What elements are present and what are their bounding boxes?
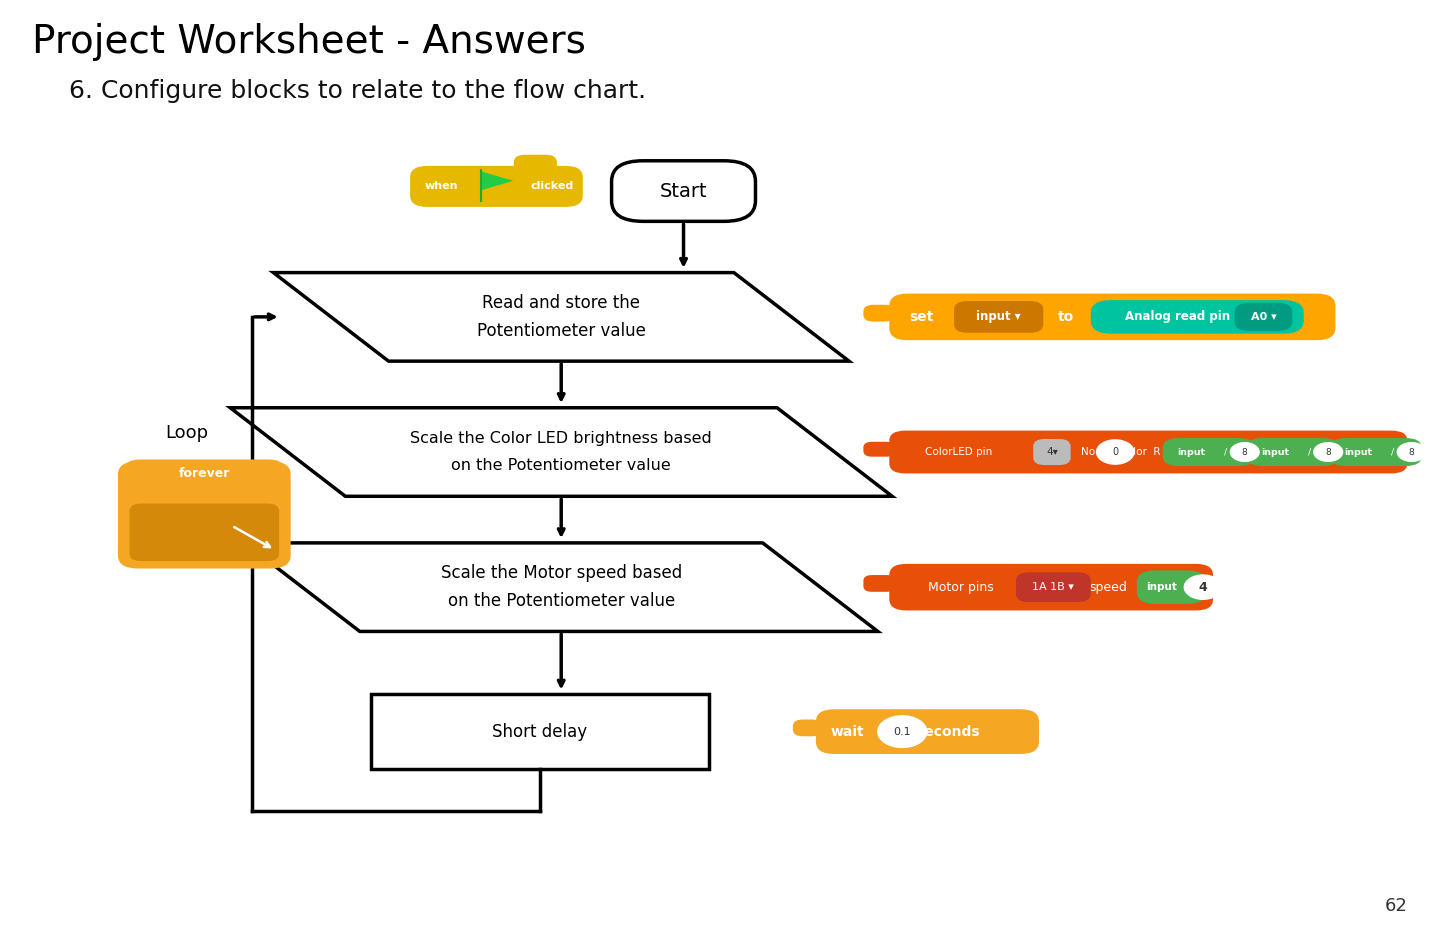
Text: /: / xyxy=(1225,447,1227,457)
Text: input: input xyxy=(1145,582,1177,592)
Text: Scale the Motor speed based: Scale the Motor speed based xyxy=(440,564,682,582)
Circle shape xyxy=(1184,575,1222,599)
Text: Potentiometer value: Potentiometer value xyxy=(476,322,646,340)
Text: 4: 4 xyxy=(1199,581,1207,594)
Polygon shape xyxy=(245,542,878,632)
Text: Read and store the: Read and store the xyxy=(482,294,640,312)
Text: Motor pins: Motor pins xyxy=(928,581,994,594)
Text: set: set xyxy=(909,309,932,324)
FancyBboxPatch shape xyxy=(130,503,279,561)
Text: seconds: seconds xyxy=(917,724,980,739)
Text: 8: 8 xyxy=(1409,447,1415,457)
Text: 0.1: 0.1 xyxy=(894,727,911,736)
Circle shape xyxy=(878,716,927,747)
Text: clicked: clicked xyxy=(530,182,573,191)
FancyBboxPatch shape xyxy=(1330,438,1422,466)
Text: Short delay: Short delay xyxy=(492,722,587,741)
Text: /: / xyxy=(1392,447,1394,457)
Text: on the Potentiometer value: on the Potentiometer value xyxy=(452,459,671,473)
Polygon shape xyxy=(273,272,849,361)
Text: 1A 1B ▾: 1A 1B ▾ xyxy=(1032,582,1075,592)
Text: Loop: Loop xyxy=(165,424,209,443)
FancyBboxPatch shape xyxy=(1235,303,1292,331)
FancyBboxPatch shape xyxy=(410,166,583,207)
Text: input ▾: input ▾ xyxy=(976,310,1022,323)
Bar xyxy=(371,694,708,769)
FancyBboxPatch shape xyxy=(1163,438,1255,466)
FancyBboxPatch shape xyxy=(125,459,283,487)
Text: 8: 8 xyxy=(1325,447,1331,457)
Text: input: input xyxy=(1177,447,1206,457)
Text: Start: Start xyxy=(659,182,708,200)
Text: forever: forever xyxy=(178,467,230,480)
Circle shape xyxy=(1314,443,1343,461)
Polygon shape xyxy=(230,408,892,496)
FancyBboxPatch shape xyxy=(863,305,895,322)
Text: B: B xyxy=(1341,447,1347,457)
Text: color  R: color R xyxy=(1121,447,1161,457)
Text: No: No xyxy=(1081,447,1095,457)
FancyBboxPatch shape xyxy=(954,301,1043,333)
Text: ColorLED pin: ColorLED pin xyxy=(925,447,991,457)
Text: A0 ▾: A0 ▾ xyxy=(1250,312,1276,322)
Text: G: G xyxy=(1256,447,1265,457)
Circle shape xyxy=(1230,443,1259,461)
Text: 0: 0 xyxy=(1112,447,1118,457)
FancyBboxPatch shape xyxy=(889,564,1213,610)
Text: to: to xyxy=(1058,309,1075,324)
FancyBboxPatch shape xyxy=(1016,572,1091,602)
FancyBboxPatch shape xyxy=(816,709,1039,754)
Text: input: input xyxy=(1261,447,1289,457)
Text: when: when xyxy=(425,182,458,191)
Text: input: input xyxy=(1344,447,1373,457)
FancyBboxPatch shape xyxy=(1137,570,1206,604)
FancyBboxPatch shape xyxy=(889,431,1407,473)
Text: speed: speed xyxy=(1089,581,1127,594)
Text: Scale the Color LED brightness based: Scale the Color LED brightness based xyxy=(410,431,712,445)
Polygon shape xyxy=(482,171,514,190)
FancyBboxPatch shape xyxy=(1246,438,1338,466)
Text: 4▾: 4▾ xyxy=(1046,447,1058,457)
FancyBboxPatch shape xyxy=(793,720,822,736)
Text: 6. Configure blocks to relate to the flow chart.: 6. Configure blocks to relate to the flo… xyxy=(69,79,646,103)
FancyBboxPatch shape xyxy=(118,461,291,569)
Text: Project Worksheet - Answers: Project Worksheet - Answers xyxy=(32,23,586,62)
Text: forever.: forever. xyxy=(153,461,222,480)
FancyBboxPatch shape xyxy=(1033,439,1071,465)
FancyBboxPatch shape xyxy=(514,155,557,173)
Circle shape xyxy=(1097,440,1134,464)
Text: Analog read pin: Analog read pin xyxy=(1124,310,1230,323)
Text: 8: 8 xyxy=(1242,447,1248,457)
FancyBboxPatch shape xyxy=(889,294,1335,340)
FancyBboxPatch shape xyxy=(863,442,895,457)
Text: /: / xyxy=(1184,582,1187,592)
Text: 62: 62 xyxy=(1384,898,1407,915)
Text: wait: wait xyxy=(830,724,865,739)
FancyBboxPatch shape xyxy=(1091,300,1304,334)
Text: /: / xyxy=(1308,447,1311,457)
FancyBboxPatch shape xyxy=(612,160,755,221)
Circle shape xyxy=(1397,443,1426,461)
FancyBboxPatch shape xyxy=(863,575,895,592)
Text: on the Potentiometer value: on the Potentiometer value xyxy=(448,592,675,610)
